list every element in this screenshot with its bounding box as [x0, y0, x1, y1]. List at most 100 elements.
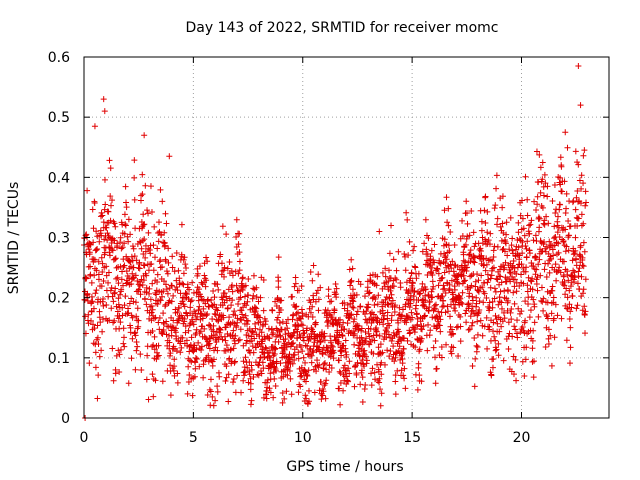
- data-point: [291, 357, 298, 364]
- data-point: [468, 282, 475, 289]
- data-point: [397, 336, 404, 343]
- data-point: [214, 307, 221, 314]
- data-point: [238, 307, 245, 314]
- data-point: [142, 254, 149, 261]
- data-point: [436, 322, 443, 329]
- data-point: [432, 301, 439, 308]
- data-point: [212, 311, 219, 318]
- data-point: [340, 319, 347, 326]
- data-point: [510, 289, 517, 296]
- data-point: [284, 372, 291, 379]
- data-point: [423, 232, 430, 239]
- data-point: [452, 307, 459, 314]
- data-point: [381, 361, 388, 368]
- data-point: [198, 347, 205, 354]
- x-tick-label: 15: [403, 430, 421, 446]
- data-point: [231, 359, 238, 366]
- data-point: [366, 289, 373, 296]
- data-point: [411, 263, 418, 270]
- data-point: [571, 274, 578, 281]
- data-point: [95, 372, 102, 379]
- data-point: [202, 283, 209, 290]
- data-point: [346, 266, 353, 273]
- data-point: [509, 273, 516, 280]
- data-point: [366, 341, 373, 348]
- data-point: [235, 337, 242, 344]
- data-point: [136, 259, 143, 266]
- data-point: [417, 290, 424, 297]
- data-point: [482, 193, 489, 200]
- data-point: [168, 282, 175, 289]
- data-point: [549, 198, 556, 205]
- data-point: [457, 323, 464, 330]
- data-point: [270, 359, 277, 366]
- data-point: [379, 303, 386, 310]
- data-point: [542, 343, 549, 350]
- data-point: [489, 304, 496, 311]
- data-point: [483, 314, 490, 321]
- data-point: [436, 259, 443, 266]
- data-point: [318, 396, 325, 403]
- data-point: [280, 368, 287, 375]
- data-point: [302, 392, 309, 399]
- data-point: [312, 321, 319, 328]
- data-point: [473, 342, 480, 349]
- data-point: [479, 332, 486, 339]
- data-point: [337, 401, 344, 408]
- data-point: [507, 278, 514, 285]
- data-point: [579, 307, 586, 314]
- data-point: [291, 351, 298, 358]
- data-point: [278, 297, 285, 304]
- data-point: [439, 274, 446, 281]
- data-point: [271, 346, 278, 353]
- data-point: [117, 239, 124, 246]
- data-point: [382, 296, 389, 303]
- data-point: [515, 244, 522, 251]
- data-point: [243, 321, 250, 328]
- data-point: [175, 315, 182, 322]
- data-point: [194, 313, 201, 320]
- data-point: [522, 356, 529, 363]
- data-point: [232, 312, 239, 319]
- data-point: [292, 280, 299, 287]
- data-point: [572, 234, 579, 241]
- data-point: [346, 358, 353, 365]
- data-point: [310, 262, 317, 269]
- data-point: [392, 391, 399, 398]
- data-point: [238, 317, 245, 324]
- data-point: [526, 222, 533, 229]
- data-point: [369, 365, 376, 372]
- data-point: [160, 288, 167, 295]
- data-point: [490, 247, 497, 254]
- data-point: [155, 219, 162, 226]
- data-point: [518, 308, 525, 315]
- data-point: [291, 283, 298, 290]
- data-point: [524, 196, 531, 203]
- data-point: [260, 394, 267, 401]
- data-point: [259, 359, 266, 366]
- data-point: [478, 227, 485, 234]
- data-point: [543, 243, 550, 250]
- data-point: [557, 174, 564, 181]
- data-point: [448, 277, 455, 284]
- data-point: [273, 358, 280, 365]
- data-point: [483, 294, 490, 301]
- data-point: [536, 256, 543, 263]
- data-point: [493, 346, 500, 353]
- data-point: [245, 276, 252, 283]
- data-point: [300, 354, 307, 361]
- data-point: [166, 153, 173, 160]
- data-point: [533, 207, 540, 214]
- data-point: [207, 376, 214, 383]
- data-point: [378, 359, 385, 366]
- data-point: [457, 313, 464, 320]
- data-point: [566, 301, 573, 308]
- data-point: [195, 339, 202, 346]
- data-point: [314, 357, 321, 364]
- data-point: [521, 330, 528, 337]
- data-point: [581, 248, 588, 255]
- data-point: [336, 385, 343, 392]
- data-point: [415, 360, 422, 367]
- data-point: [420, 322, 427, 329]
